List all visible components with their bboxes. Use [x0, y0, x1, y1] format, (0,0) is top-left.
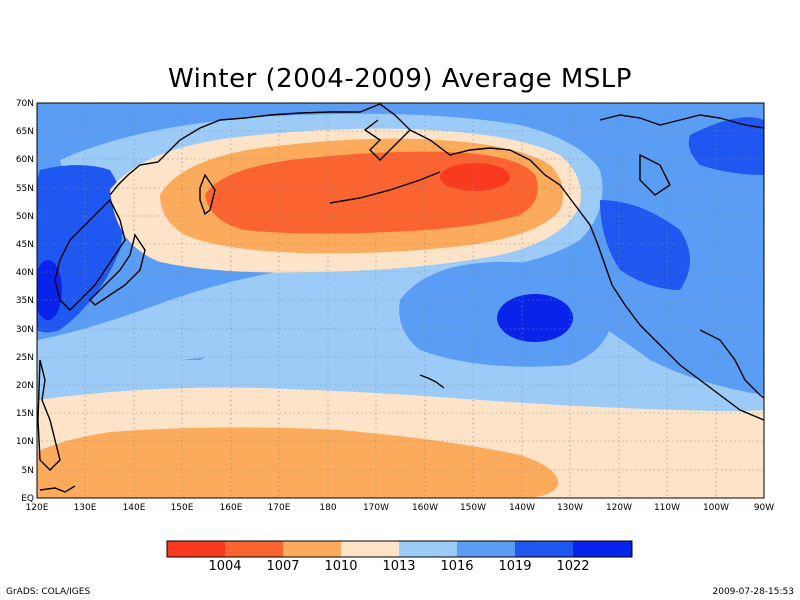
lat-label: 50N: [16, 212, 34, 222]
pressure-band-1019-1022-northeast: [688, 117, 764, 175]
lon-label: 130W: [557, 503, 583, 513]
lon-label: 120E: [26, 503, 49, 513]
mslp-contour-field: [37, 103, 764, 498]
footer-credit: GrADS: COLA/IGES: [6, 587, 91, 597]
coastline-mexico: [699, 329, 764, 399]
colorbar-frame: [166, 540, 633, 558]
lon-label: 170E: [268, 503, 291, 513]
lon-label: 120W: [606, 503, 632, 513]
footer-timestamp: 2009-07-28-15:53: [712, 587, 795, 597]
pressure-band-1013-1016-central: [37, 263, 764, 420]
lon-label: 150W: [460, 503, 486, 513]
colorbar-label: 1013: [382, 559, 415, 574]
colorbar-label: 1019: [498, 559, 531, 574]
colorbar-label: 1007: [266, 559, 299, 574]
colorbar: 1004 1007 1010 1013 1016 1019 1022: [166, 540, 633, 574]
lat-label: 70N: [16, 99, 34, 109]
lat-label: 45N: [16, 240, 34, 250]
coastline-aleutians: [329, 171, 441, 204]
colorbar-swatch: [399, 541, 457, 557]
lat-label: 5N: [22, 466, 34, 476]
lat-label: EQ: [21, 494, 34, 504]
coastline-north-america: [409, 129, 764, 421]
plot-frame: [36, 102, 765, 499]
lat-label: 55N: [16, 184, 34, 194]
colorbar-label: 1004: [208, 559, 241, 574]
map-title: Winter (2004-2009) Average MSLP: [168, 64, 632, 94]
longitude-axis: 120E 130E 140E 150E 160E 170E 180 170W 1…: [26, 503, 775, 513]
lon-label: 100W: [703, 503, 729, 513]
lon-label: 160W: [412, 503, 438, 513]
lon-label: 90W: [754, 503, 774, 513]
lon-label: 140E: [123, 503, 146, 513]
coastline-canada-north: [599, 114, 764, 129]
coastline-hawaii: [419, 374, 445, 389]
lon-label: 170W: [363, 503, 389, 513]
lon-label: 110W: [654, 503, 680, 513]
lon-label: 180: [319, 503, 336, 513]
colorbar-swatch: [283, 541, 341, 557]
coastline-bering: [363, 103, 411, 161]
colorbar-swatch: [167, 541, 225, 557]
colorbar-swatch: [341, 541, 399, 557]
colorbar-label: 1010: [324, 559, 357, 574]
coastline-siberia: [109, 103, 381, 196]
coastline-japan: [89, 233, 146, 306]
lat-label: 10N: [16, 437, 34, 447]
grid-lines: [37, 103, 764, 498]
pressure-center-above-1022: [497, 294, 573, 342]
lat-label: 30N: [16, 325, 34, 335]
lat-label: 35N: [16, 296, 34, 306]
lat-label: 25N: [16, 353, 34, 363]
pressure-center-below-1004: [440, 163, 510, 191]
colorbar-label: 1016: [440, 559, 473, 574]
coastlines: [37, 103, 764, 493]
coastline-hudson-area: [639, 153, 671, 196]
pressure-band-1007-1010-tropics: [37, 427, 559, 498]
lon-label: 150E: [171, 503, 194, 513]
coastline-philippines: [37, 359, 61, 471]
lat-label: 20N: [16, 381, 34, 391]
lat-label: 65N: [16, 127, 34, 137]
coastline-kamchatka: [199, 173, 216, 216]
colorbar-swatch: [573, 541, 632, 557]
colorbar-swatch: [457, 541, 515, 557]
colorbar-swatch: [515, 541, 573, 557]
coastline-indonesia: [39, 485, 76, 493]
colorbar-swatch: [225, 541, 283, 557]
lat-label: 60N: [16, 155, 34, 165]
lon-label: 140W: [509, 503, 535, 513]
lon-label: 130E: [74, 503, 97, 513]
lat-label: 15N: [16, 409, 34, 419]
pressure-band-1019-1022-america: [600, 200, 690, 290]
lon-label: 160E: [220, 503, 243, 513]
coastline-east-asia: [54, 198, 126, 311]
lat-label: 40N: [16, 268, 34, 278]
colorbar-label: 1022: [556, 559, 589, 574]
latitude-axis: 70N 65N 60N 55N 50N 45N 40N 35N 30N 25N …: [16, 99, 34, 504]
